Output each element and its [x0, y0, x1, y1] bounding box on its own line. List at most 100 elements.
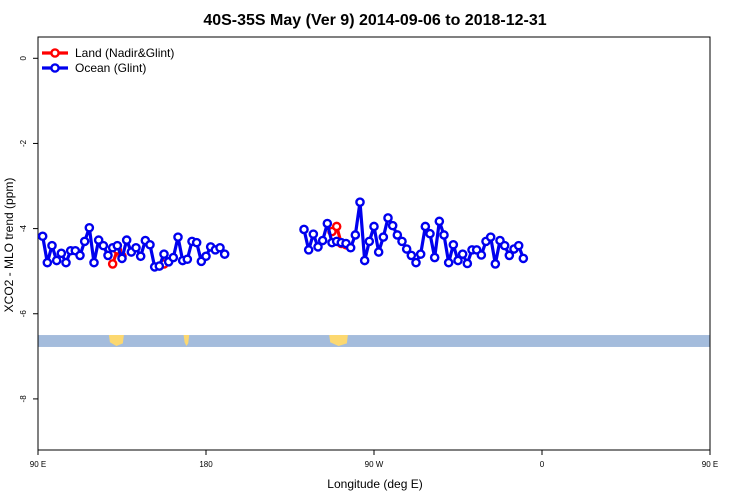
data-point [131, 242, 141, 253]
data-point [401, 244, 412, 254]
data-point [51, 255, 62, 266]
data-point [485, 232, 496, 242]
x-tick-label: 90 E [702, 460, 718, 469]
legend: Land (Nadir&Glint)Ocean (Glint) [42, 46, 174, 75]
data-point [201, 251, 211, 262]
data-point [439, 230, 449, 240]
data-point [425, 228, 435, 239]
data-point [499, 240, 510, 251]
data-point [373, 247, 384, 257]
y-tick-label: -4 [19, 224, 28, 232]
data-point [355, 197, 365, 207]
data-point [434, 216, 445, 227]
data-point [457, 249, 468, 259]
data-point [744, 253, 750, 260]
data-point [406, 250, 417, 261]
data-point [191, 237, 202, 248]
map-band-land [108, 335, 124, 346]
data-point [513, 240, 524, 251]
data-point [364, 236, 375, 247]
data-point [420, 221, 431, 232]
data-point [387, 220, 398, 231]
data-point [345, 242, 356, 253]
data-point [453, 255, 463, 266]
map-band-ocean [38, 335, 710, 347]
y-tick-label: -6 [19, 310, 28, 318]
data-point [378, 232, 389, 242]
data-point [75, 250, 85, 261]
data-point [103, 250, 113, 261]
data-point [303, 245, 314, 255]
series-layer [38, 197, 750, 272]
data-point [173, 232, 183, 242]
data-point [112, 240, 123, 251]
data-point [135, 251, 146, 262]
data-point [448, 239, 459, 250]
data-point [518, 253, 529, 264]
data-point [429, 252, 440, 263]
data-point [89, 257, 99, 268]
x-axis-label: Longitude (deg E) [327, 477, 422, 491]
data-point [61, 257, 71, 268]
series-line [738, 250, 747, 264]
y-tick-label: 0 [19, 56, 28, 61]
y-axis-label: XCO2 - MLO trend (ppm) [2, 178, 16, 313]
legend-marker [50, 63, 60, 73]
legend-marker [50, 48, 60, 58]
data-point [117, 253, 127, 264]
data-point [145, 239, 155, 250]
data-point [476, 250, 487, 260]
chart-title: 40S-35S May (Ver 9) 2014-09-06 to 2018-1… [203, 12, 546, 29]
data-point [369, 221, 379, 232]
data-point [42, 257, 53, 268]
data-point [299, 224, 309, 235]
map-band-land [183, 335, 190, 346]
data-point [215, 242, 225, 253]
data-point [121, 235, 132, 245]
data-point [392, 230, 403, 240]
legend-label: Ocean (Glint) [75, 61, 146, 75]
data-point [411, 257, 421, 268]
data-point [47, 240, 57, 251]
data-point [219, 249, 230, 259]
data-point [331, 221, 342, 232]
data-point [359, 255, 370, 266]
data-point [159, 249, 169, 259]
y-tick-label: -8 [19, 395, 28, 403]
data-point [317, 235, 328, 246]
data-point [56, 248, 67, 259]
data-point [462, 258, 473, 269]
legend-label: Land (Nadir&Glint) [75, 46, 174, 60]
data-point [308, 229, 319, 239]
x-tick-label: 90 W [365, 460, 384, 469]
data-point [182, 254, 193, 265]
x-tick-label: 0 [540, 460, 545, 469]
plot-area: 0 -2 -4 -6 -8 90 E 180 90 W 0 90 E [19, 36, 750, 469]
data-point [415, 249, 426, 259]
data-point [397, 236, 407, 247]
data-point [84, 222, 95, 233]
data-point [154, 261, 165, 271]
data-point [107, 259, 118, 269]
map-band [38, 335, 710, 347]
data-point [383, 213, 393, 223]
data-point [168, 252, 179, 263]
data-point [490, 259, 501, 269]
data-point [322, 218, 333, 229]
plot-frame [37, 36, 711, 451]
data-point [38, 231, 48, 242]
data-point [734, 260, 741, 267]
data-point [79, 236, 90, 247]
data-point [443, 257, 454, 268]
y-tick-label: -2 [19, 139, 28, 147]
x-tick-label: 180 [199, 460, 213, 469]
data-point [98, 240, 109, 251]
data-point [739, 246, 746, 253]
data-point [504, 250, 515, 261]
data-point [350, 230, 361, 240]
data-point [313, 242, 323, 252]
x-tick-label: 90 E [30, 460, 46, 469]
series-ocean [38, 197, 529, 272]
map-band-land [329, 335, 348, 346]
